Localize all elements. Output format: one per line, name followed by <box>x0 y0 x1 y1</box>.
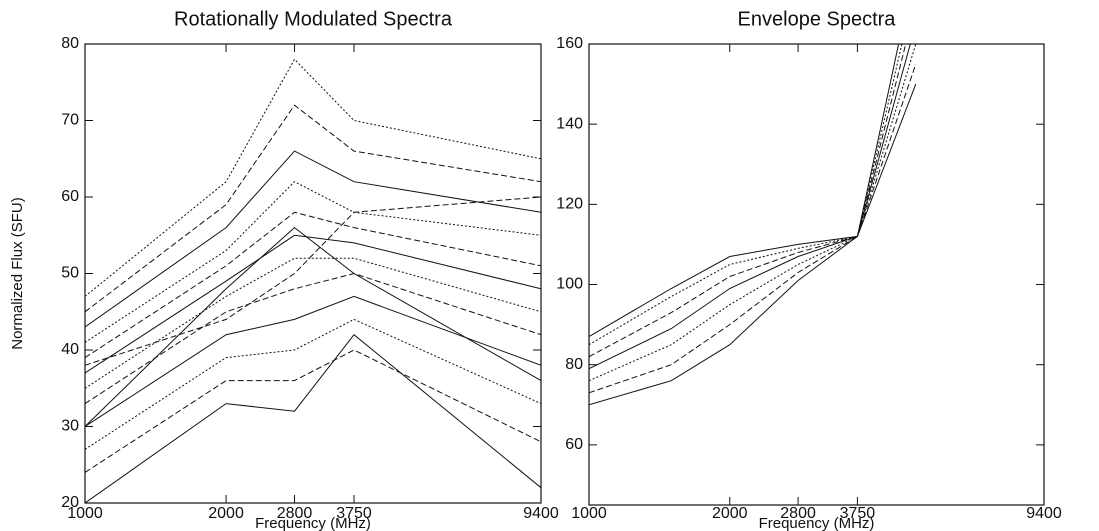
spectrum-line <box>589 44 911 370</box>
chart-title: Rotationally Modulated Spectra <box>174 8 453 30</box>
x-tick-label: 3750 <box>336 505 372 522</box>
spectrum-line <box>85 234 541 374</box>
y-tick-label: 60 <box>61 188 79 205</box>
spectrum-line <box>85 272 541 405</box>
plot-area <box>589 44 917 406</box>
x-tick-label: 1000 <box>67 505 103 522</box>
y-tick-label: 60 <box>565 436 583 453</box>
plot-area <box>85 58 541 503</box>
y-tick-label: 70 <box>61 112 79 129</box>
x-tick-label: 2800 <box>277 505 313 522</box>
spectrum-line <box>589 83 917 406</box>
y-tick-label: 160 <box>556 35 583 52</box>
panel: Rotationally Modulated Spectra Frequency … <box>9 8 559 531</box>
y-tick-label: 80 <box>61 35 79 52</box>
spectrum-line <box>85 333 541 503</box>
spectrum-line <box>589 63 917 394</box>
spectrum-line <box>589 44 917 382</box>
panel: Envelope Spectra Frequency (MHz) 60 80 100 12… <box>556 8 1062 531</box>
spectrum-line <box>85 318 541 450</box>
spectrum-line <box>85 181 541 343</box>
y-tick-label: 80 <box>565 356 583 373</box>
y-tick-label: 140 <box>556 115 583 132</box>
plot-frame <box>84 43 542 504</box>
x-tick-label: 2800 <box>780 505 816 522</box>
x-tick-label: 3750 <box>840 505 876 522</box>
x-tick-label: 9400 <box>1026 505 1062 522</box>
spectrum-line <box>589 44 907 358</box>
spectrum-line <box>85 226 541 427</box>
y-axis-label: Normalized Flux (SFU) <box>9 197 26 350</box>
y-tick-label: 50 <box>61 265 79 282</box>
spectrum-line <box>85 257 541 389</box>
y-tick-label: 30 <box>61 418 79 435</box>
spectrum-line <box>85 150 541 328</box>
chart-title: Envelope Spectra <box>738 8 897 30</box>
y-tick-label: 40 <box>61 341 79 358</box>
x-tick-label: 2000 <box>712 505 748 522</box>
spectrum-line <box>589 44 903 346</box>
y-tick-label: 20 <box>61 494 79 511</box>
x-tick-label: 1000 <box>571 505 607 522</box>
spectrum-line <box>85 211 541 359</box>
y-tick-label: 120 <box>556 196 583 213</box>
spectrum-line <box>85 295 541 427</box>
plot-frame <box>588 43 1045 506</box>
spectrum-line <box>85 58 541 297</box>
x-axis-label: Frequency (MHz) <box>759 515 875 531</box>
spectrum-line <box>85 104 541 313</box>
x-axis-label: Frequency (MHz) <box>255 515 371 531</box>
x-tick-label: 2000 <box>208 505 244 522</box>
x-tick-label: 9400 <box>523 505 559 522</box>
spectrum-line <box>85 196 541 366</box>
y-tick-label: 100 <box>556 276 583 293</box>
spectrum-line <box>85 349 541 473</box>
spectrum-line <box>589 44 900 338</box>
